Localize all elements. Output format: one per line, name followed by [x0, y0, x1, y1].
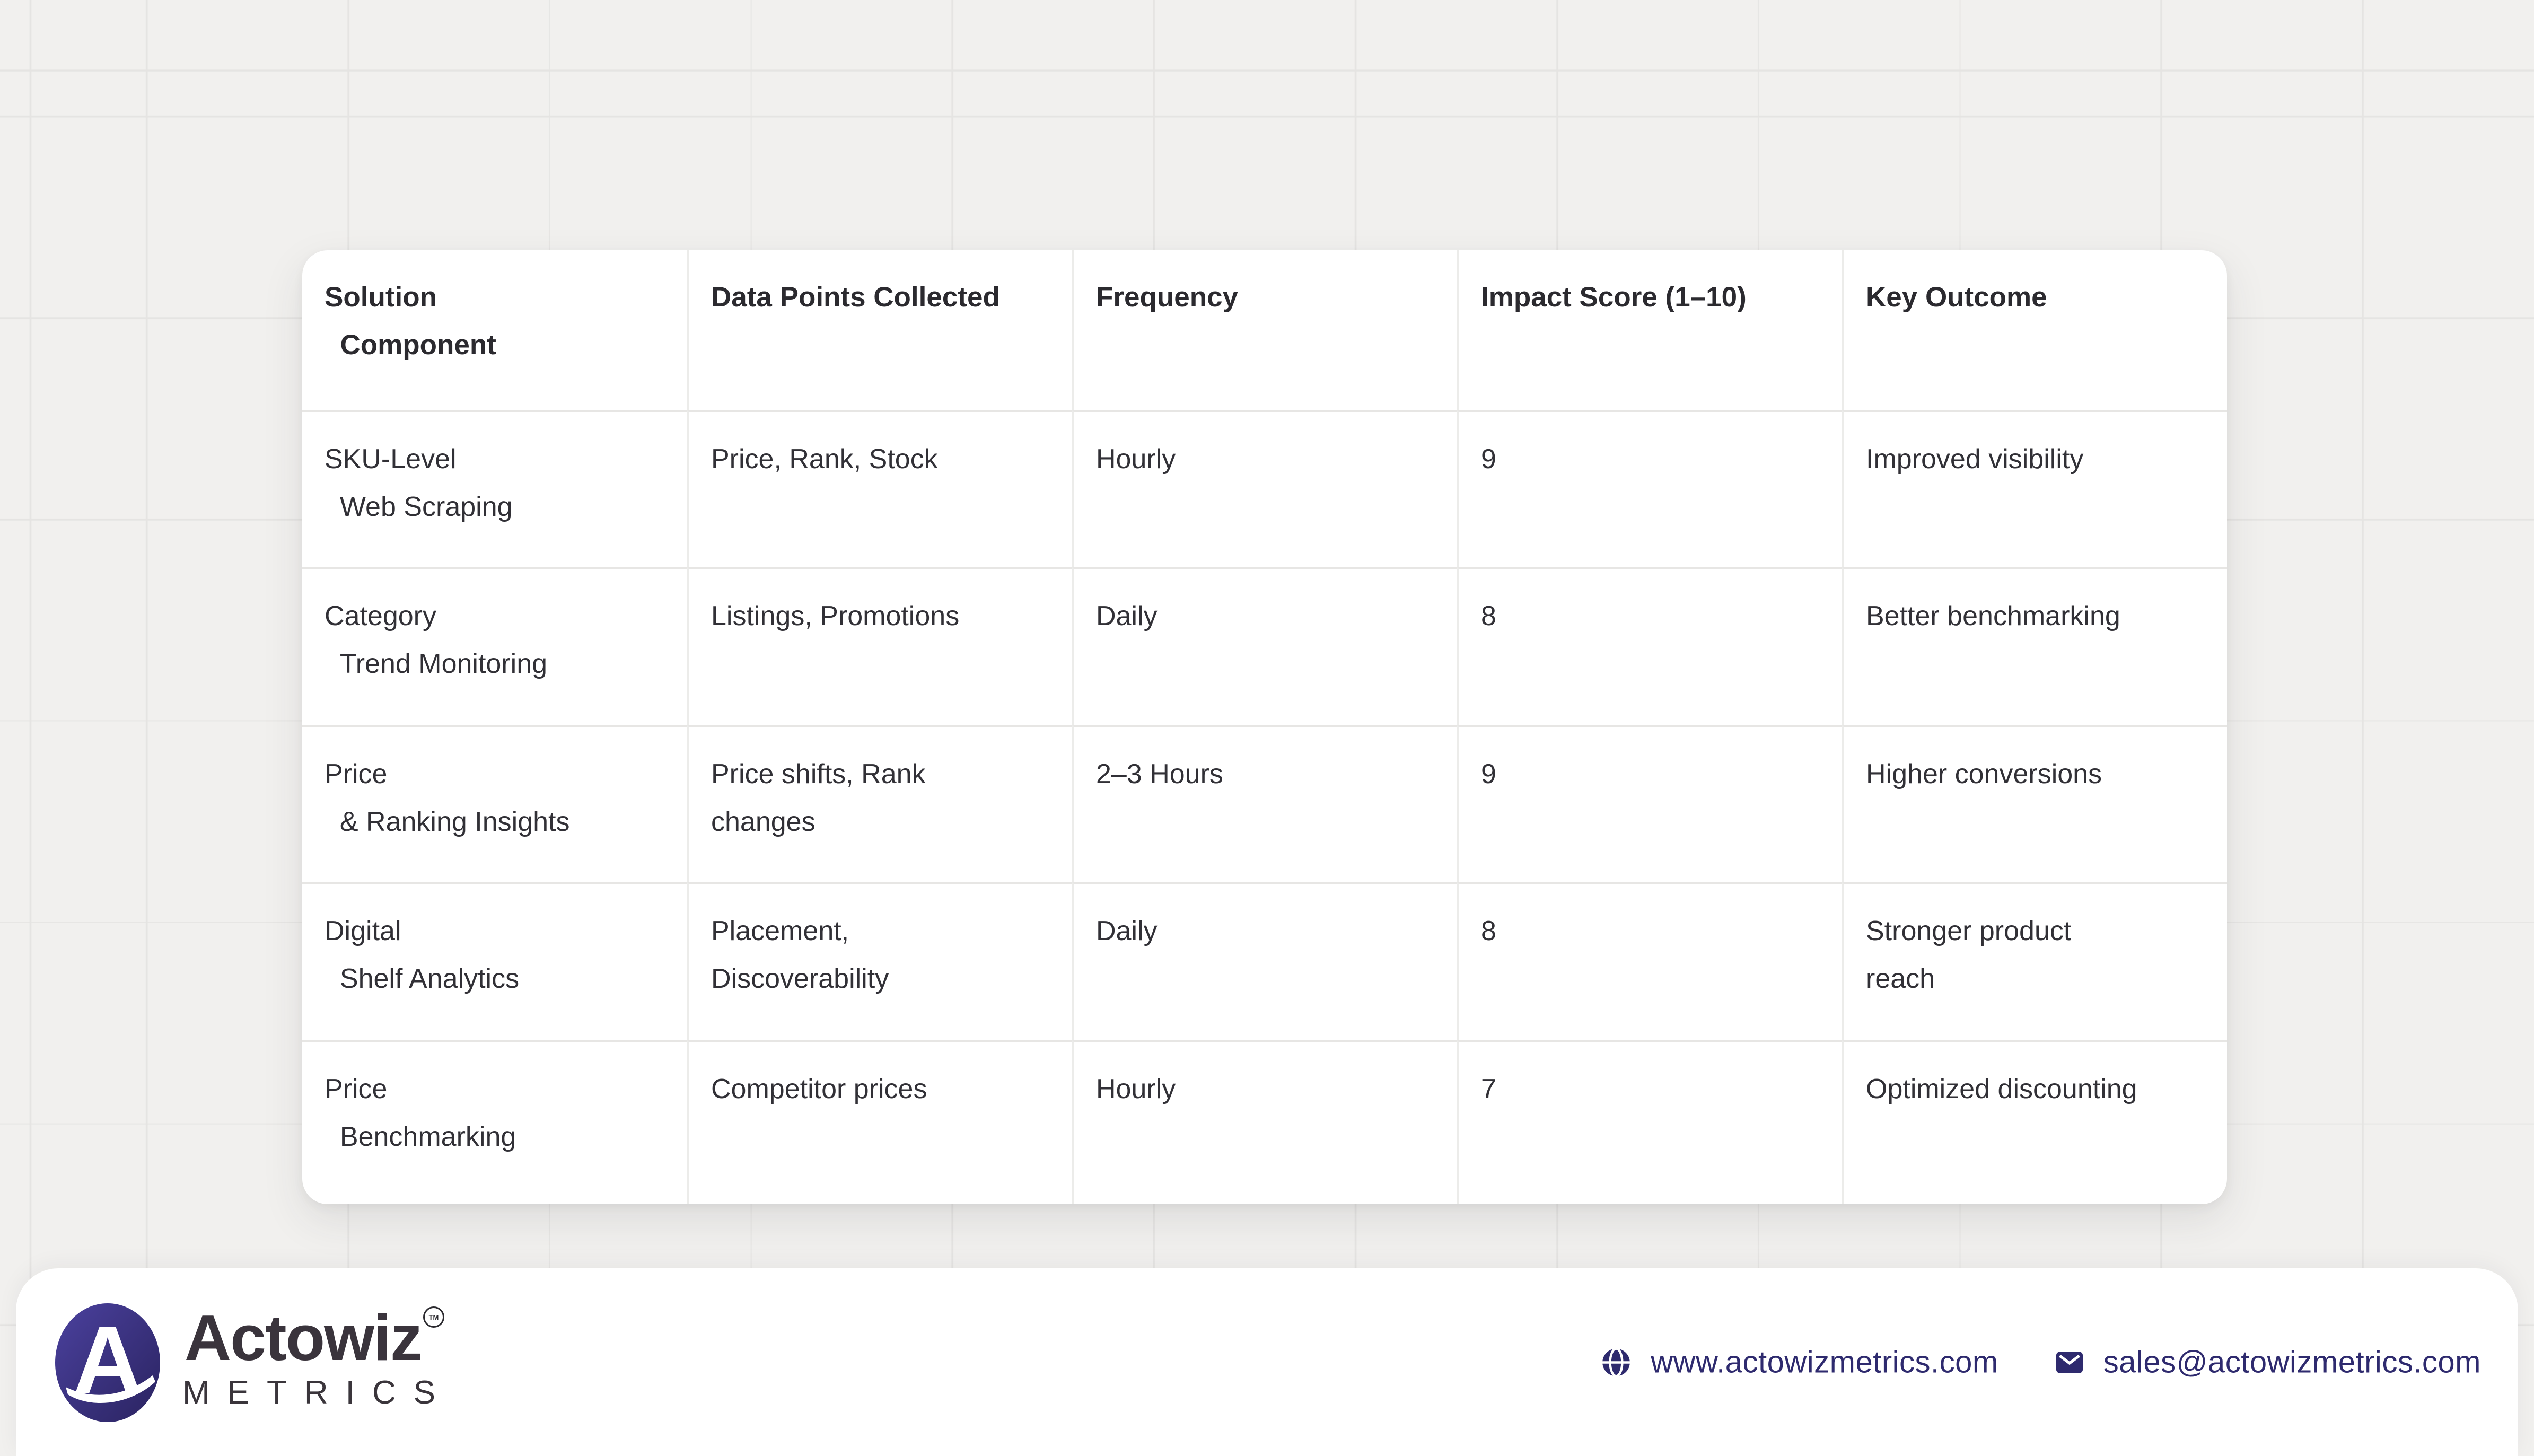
- cell-datapoints-row4: Placement, Discoverability: [687, 882, 1072, 1040]
- solutions-table-card: Solution Component Data Points Collected…: [302, 250, 2227, 1204]
- cell-outcome-row1: Improved visibility: [1842, 410, 2227, 567]
- brand-subtitle: METRICS: [182, 1374, 453, 1411]
- cell-frequency-row5: Hourly: [1072, 1040, 1457, 1204]
- contact-info: www.actowizmetrics.com sales@actowizmetr…: [1600, 1345, 2481, 1380]
- column-header-impact-score: Impact Score (1–10): [1457, 250, 1842, 410]
- cell-impact-row4: 8: [1457, 882, 1842, 1040]
- cell-outcome-row2: Better benchmarking: [1842, 567, 2227, 725]
- cell-impact-row1: 9: [1457, 410, 1842, 567]
- brand-name: Actowiz: [185, 1302, 423, 1374]
- trademark-badge: TM: [423, 1306, 444, 1328]
- cell-datapoints-row3: Price shifts, Rank changes: [687, 725, 1072, 882]
- cell-frequency-row3: 2–3 Hours: [1072, 725, 1457, 882]
- actowiz-monogram-icon: A: [55, 1303, 160, 1422]
- globe-icon: [1602, 1347, 1631, 1378]
- cell-impact-row5: 7: [1457, 1040, 1842, 1204]
- cell-datapoints-row1: Price, Rank, Stock: [687, 410, 1072, 567]
- cell-component-row4: Digital Shelf Analytics: [302, 882, 687, 1040]
- column-header-key-outcome: Key Outcome: [1842, 250, 2227, 410]
- column-header-frequency: Frequency: [1072, 250, 1457, 410]
- email-address: sales@actowizmetrics.com: [2103, 1345, 2481, 1380]
- cell-outcome-row3: Higher conversions: [1842, 725, 2227, 882]
- mail-icon: [2056, 1352, 2083, 1373]
- cell-datapoints-row5: Competitor prices: [687, 1040, 1072, 1204]
- cell-impact-row2: 8: [1457, 567, 1842, 725]
- cell-datapoints-row2: Listings, Promotions: [687, 567, 1072, 725]
- cell-component-row2: Category Trend Monitoring: [302, 567, 687, 725]
- cell-component-row1: SKU-Level Web Scraping: [302, 410, 687, 567]
- cell-outcome-row5: Optimized discounting: [1842, 1040, 2227, 1204]
- cell-frequency-row2: Daily: [1072, 567, 1457, 725]
- actowiz-logo: A: [54, 1302, 161, 1423]
- cell-frequency-row4: Daily: [1072, 882, 1457, 1040]
- website-link[interactable]: www.actowizmetrics.com: [1600, 1345, 1998, 1380]
- email-link[interactable]: sales@actowizmetrics.com: [2054, 1345, 2481, 1380]
- cell-component-row5: Price Benchmarking: [302, 1040, 687, 1204]
- solutions-table: Solution Component Data Points Collected…: [302, 250, 2227, 1204]
- website-url: www.actowizmetrics.com: [1651, 1345, 1998, 1380]
- cell-outcome-row4: Stronger product reach: [1842, 882, 2227, 1040]
- cell-component-row3: Price & Ranking Insights: [302, 725, 687, 882]
- column-header-solution-component: Solution Component: [325, 282, 496, 361]
- footer-bar: A Actowiz TM METRICS www.actowizmetrics.…: [16, 1268, 2518, 1456]
- cell-frequency-row1: Hourly: [1072, 410, 1457, 567]
- column-header-data-points: Data Points Collected: [687, 250, 1072, 410]
- cell-impact-row3: 9: [1457, 725, 1842, 882]
